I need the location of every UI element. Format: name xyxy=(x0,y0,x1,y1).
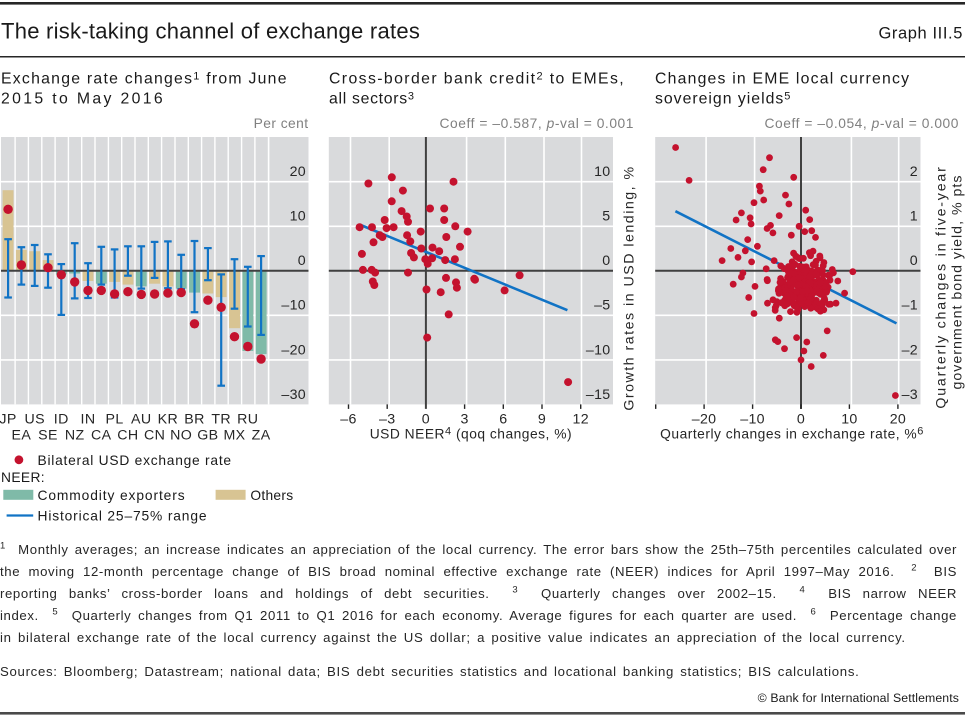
svg-text:0: 0 xyxy=(602,253,610,269)
svg-text:–2: –2 xyxy=(902,342,918,358)
svg-text:2015 to May 2016: 2015 to May 2016 xyxy=(1,91,165,108)
svg-text:Others: Others xyxy=(250,488,293,503)
svg-text:10: 10 xyxy=(841,412,857,428)
svg-text:Coeff = –0.054, p-val = 0.000: Coeff = –0.054, p-val = 0.000 xyxy=(765,116,959,131)
svg-text:The risk-taking channel of exc: The risk-taking channel of exchange rate… xyxy=(1,18,420,43)
svg-text:0: 0 xyxy=(298,253,306,269)
svg-text:JP: JP xyxy=(0,412,17,428)
svg-text:Coeff = –0.587, p-val = 0.001: Coeff = –0.587, p-val = 0.001 xyxy=(440,116,634,131)
svg-text:Cross-border bank credit2 to E: Cross-border bank credit2 to EMEs, xyxy=(329,71,625,88)
svg-text:9: 9 xyxy=(538,412,546,428)
svg-text:6: 6 xyxy=(499,412,507,428)
svg-text:–3: –3 xyxy=(379,412,395,428)
svg-text:Graph III.5: Graph III.5 xyxy=(878,25,963,43)
svg-text:NO: NO xyxy=(170,428,192,444)
svg-text:10: 10 xyxy=(290,209,306,225)
svg-text:EA: EA xyxy=(12,428,32,444)
svg-text:all sectors3: all sectors3 xyxy=(329,91,415,108)
svg-text:IN: IN xyxy=(81,412,96,428)
svg-text:Quarterly changes in five-year: Quarterly changes in five-year xyxy=(934,165,950,408)
svg-text:GB: GB xyxy=(197,428,218,444)
svg-text:AU: AU xyxy=(131,412,152,428)
svg-text:10: 10 xyxy=(594,164,610,180)
svg-text:–10: –10 xyxy=(281,298,306,314)
svg-text:CN: CN xyxy=(144,428,165,444)
svg-text:Growth rates in USD lending, %: Growth rates in USD lending, % xyxy=(622,165,638,410)
svg-text:–1: –1 xyxy=(902,298,918,314)
svg-text:20: 20 xyxy=(290,164,306,180)
svg-text:1: 1 xyxy=(910,209,918,225)
svg-text:TR: TR xyxy=(211,412,231,428)
svg-text:CA: CA xyxy=(91,428,112,444)
svg-text:20: 20 xyxy=(890,412,906,428)
svg-text:5: 5 xyxy=(602,209,610,225)
svg-text:–15: –15 xyxy=(586,387,611,403)
svg-text:2: 2 xyxy=(910,164,918,180)
svg-text:SE: SE xyxy=(38,428,58,444)
svg-text:ID: ID xyxy=(54,412,69,428)
svg-text:12: 12 xyxy=(573,412,589,428)
svg-text:–10: –10 xyxy=(740,412,765,428)
svg-text:Commodity exporters: Commodity exporters xyxy=(38,488,186,503)
svg-text:KR: KR xyxy=(158,412,179,428)
svg-text:Historical 25–75% range: Historical 25–75% range xyxy=(38,508,208,523)
svg-text:Exchange rate changes1 from Ju: Exchange rate changes1 from June xyxy=(1,71,288,88)
svg-text:sovereign yields5: sovereign yields5 xyxy=(655,91,791,108)
svg-text:USD NEER4 (qoq changes, %): USD NEER4 (qoq changes, %) xyxy=(370,426,572,442)
svg-text:NEER:: NEER: xyxy=(1,470,45,485)
svg-text:government bond yield, % pts: government bond yield, % pts xyxy=(950,175,965,390)
svg-text:3: 3 xyxy=(460,412,468,428)
svg-text:RU: RU xyxy=(237,412,258,428)
svg-text:MX: MX xyxy=(223,428,245,444)
svg-text:–10: –10 xyxy=(586,342,611,358)
svg-text:0: 0 xyxy=(797,412,805,428)
svg-text:–30: –30 xyxy=(281,387,306,403)
svg-text:–5: –5 xyxy=(594,298,610,314)
svg-text:–6: –6 xyxy=(340,412,356,428)
svg-text:PL: PL xyxy=(106,412,124,428)
svg-text:CH: CH xyxy=(117,428,138,444)
svg-text:–3: –3 xyxy=(902,387,918,403)
svg-text:BR: BR xyxy=(184,412,205,428)
svg-text:0: 0 xyxy=(910,253,918,269)
svg-text:© Bank for International Settl: © Bank for International Settlements xyxy=(758,691,959,705)
svg-text:ZA: ZA xyxy=(252,428,271,444)
svg-text:–20: –20 xyxy=(281,342,306,358)
svg-text:–20: –20 xyxy=(692,412,717,428)
svg-text:Quarterly changes in exchange: Quarterly changes in exchange rate, %6 xyxy=(660,426,924,442)
svg-text:Bilateral USD exchange rate: Bilateral USD exchange rate xyxy=(38,453,232,468)
svg-text:0: 0 xyxy=(422,412,430,428)
svg-text:US: US xyxy=(24,412,45,428)
svg-text:Per cent: Per cent xyxy=(254,116,309,131)
svg-text:NZ: NZ xyxy=(65,428,85,444)
svg-text:Changes in EME local currency: Changes in EME local currency xyxy=(655,71,910,88)
